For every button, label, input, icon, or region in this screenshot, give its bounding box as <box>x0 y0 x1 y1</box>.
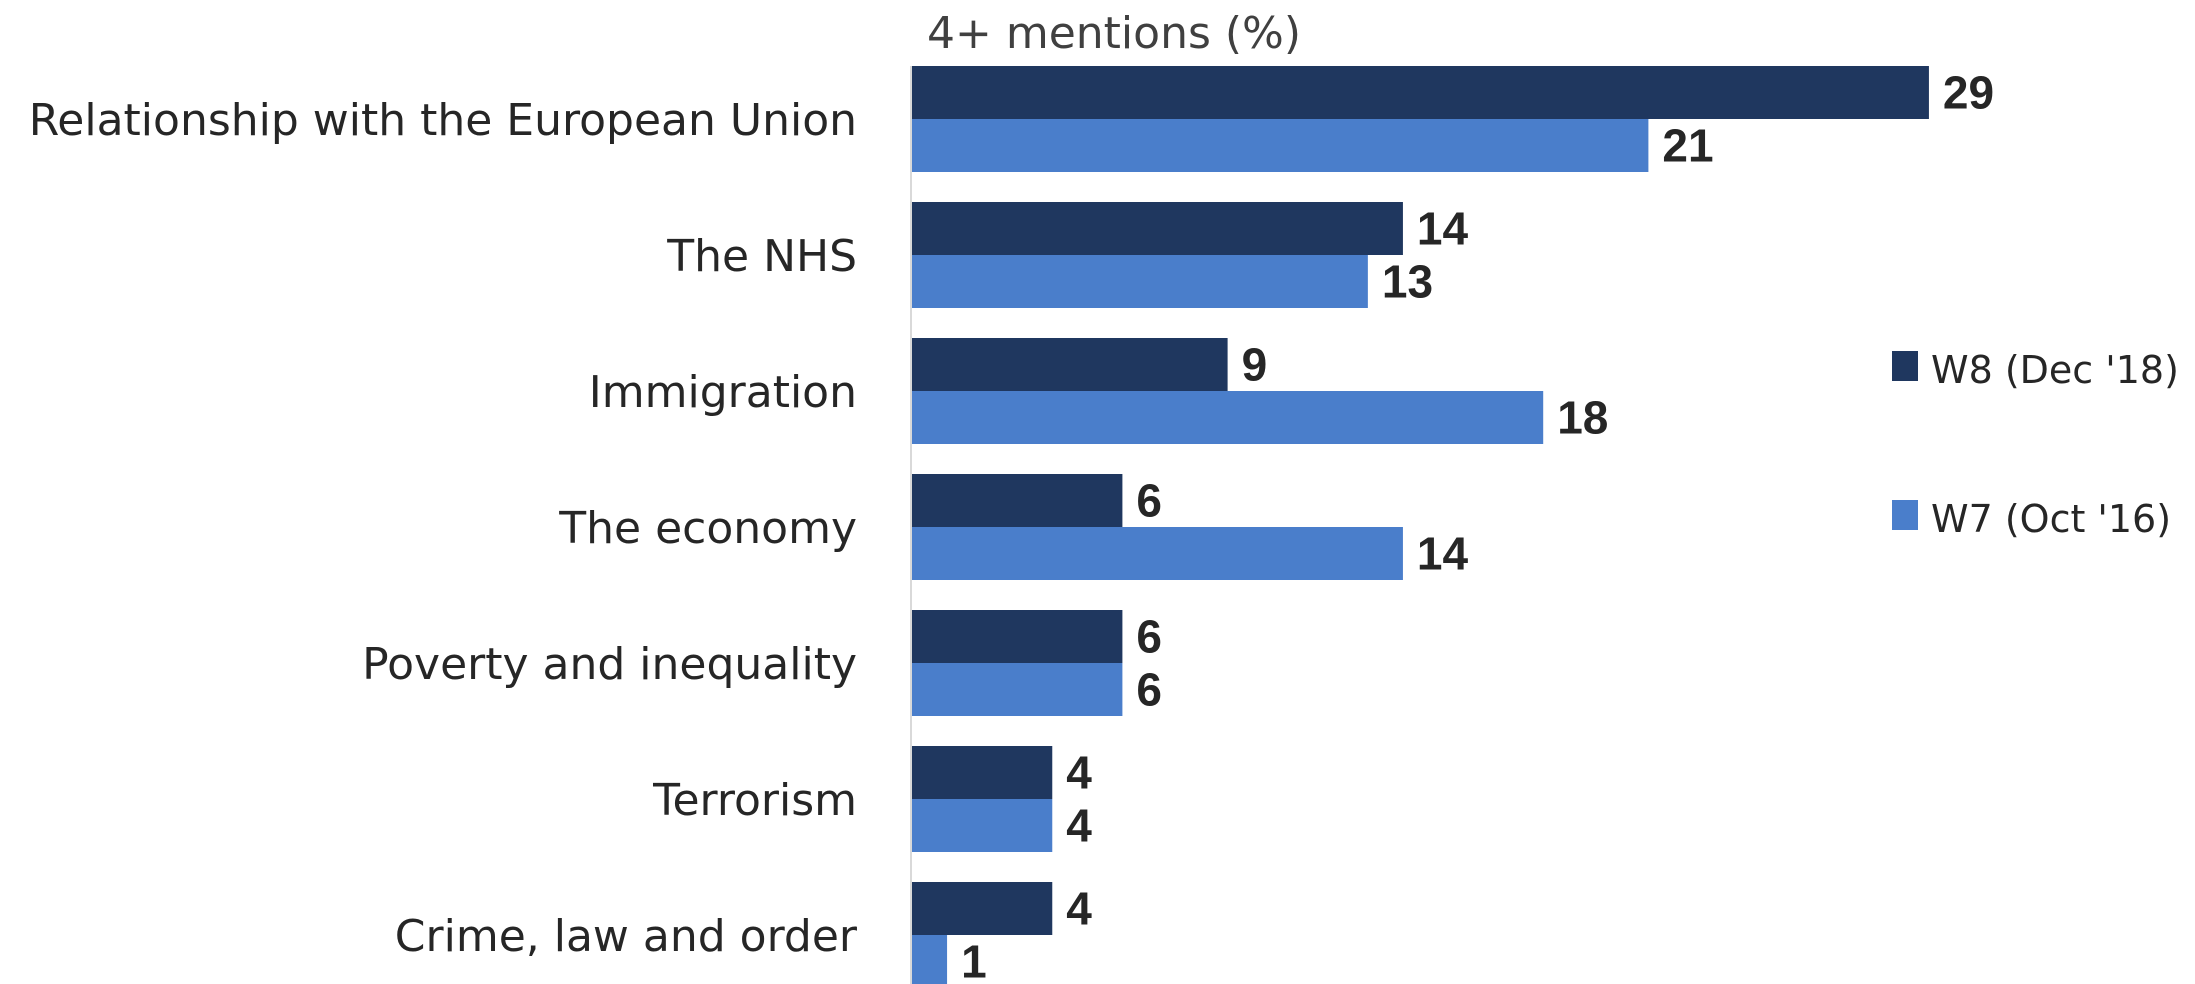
value-label: 6 <box>1136 475 1162 527</box>
category-label: Crime, law and order <box>395 911 858 962</box>
bar-w7 <box>912 799 1053 852</box>
bar-w8 <box>912 66 1929 119</box>
bar-w8 <box>912 474 1123 527</box>
value-label: 9 <box>1242 339 1268 391</box>
category-label: Immigration <box>589 367 857 418</box>
category-label: Relationship with the European Union <box>29 95 857 146</box>
legend-swatch <box>1892 500 1918 530</box>
category-labels-group: Relationship with the European Union The … <box>29 95 858 962</box>
value-label: 4 <box>1066 800 1092 852</box>
value-label: 6 <box>1136 611 1162 663</box>
value-label: 1 <box>961 936 987 984</box>
category-label: The NHS <box>666 231 857 282</box>
chart-title: 4+ mentions (%) <box>927 8 1301 59</box>
bar-w7 <box>912 527 1403 580</box>
bar-w7 <box>912 391 1544 444</box>
value-label: 21 <box>1662 120 1713 172</box>
bar-w7 <box>912 255 1368 308</box>
value-label: 13 <box>1382 256 1433 308</box>
bar-w8 <box>912 338 1228 391</box>
legend[interactable]: W8 (Dec '18) W7 (Oct '16) <box>1892 348 2179 541</box>
bars-group <box>912 66 1929 984</box>
bar-w8 <box>912 202 1403 255</box>
bar-w7 <box>912 935 948 984</box>
category-label: Poverty and inequality <box>362 639 857 690</box>
value-label: 14 <box>1417 203 1469 255</box>
bar-w7 <box>912 119 1649 172</box>
category-label: The economy <box>558 503 857 554</box>
bar-w8 <box>912 610 1123 663</box>
value-label: 6 <box>1136 664 1162 716</box>
legend-label: W8 (Dec '18) <box>1931 348 2179 392</box>
legend-swatch <box>1892 351 1918 381</box>
value-label: 4 <box>1066 883 1092 935</box>
value-label: 29 <box>1943 67 1994 119</box>
bar-w8 <box>912 746 1053 799</box>
value-label: 18 <box>1557 392 1608 444</box>
bar-w7 <box>912 663 1123 716</box>
value-label: 14 <box>1417 528 1469 580</box>
bar-w8 <box>912 882 1053 935</box>
value-label: 4 <box>1066 747 1092 799</box>
legend-label: W7 (Oct '16) <box>1931 497 2171 541</box>
category-label: Terrorism <box>652 775 857 826</box>
